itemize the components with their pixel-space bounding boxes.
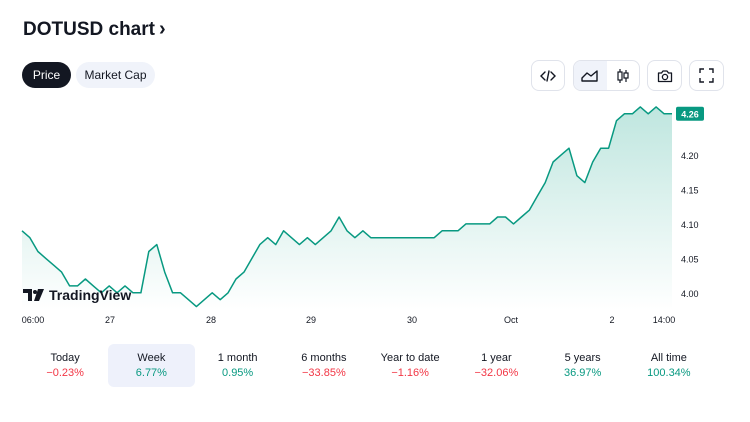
- price-line: [21, 106, 672, 308]
- y-tick-label: 4.15: [681, 186, 699, 196]
- last-price-badge: [676, 106, 704, 121]
- y-tick-label: 4.05: [681, 254, 699, 264]
- y-tick-label: 4.20: [681, 151, 699, 161]
- period-label: 1 month: [217, 352, 258, 364]
- area-style-button[interactable]: [574, 61, 607, 90]
- tradingview-logo-icon: [23, 289, 44, 301]
- x-tick-label: 30: [407, 315, 417, 325]
- period-year-to-date[interactable]: Year to date −1.16%: [367, 344, 453, 387]
- period-label: Week: [137, 352, 166, 364]
- y-tick-label: 4.00: [681, 289, 699, 299]
- period-label: All time: [650, 352, 687, 364]
- fullscreen-button[interactable]: [689, 60, 724, 91]
- period-change: 0.95%: [222, 367, 254, 379]
- fullscreen-icon: [699, 68, 714, 83]
- candlestick-icon: [617, 68, 629, 83]
- period-change: 100.34%: [647, 367, 691, 379]
- chart-style-toggle: [573, 60, 640, 91]
- x-tick-label: 2: [609, 315, 614, 325]
- period-change: 6.77%: [135, 367, 167, 379]
- period-today[interactable]: Today −0.23%: [22, 344, 108, 387]
- code-icon: [540, 69, 556, 82]
- period-6-months[interactable]: 6 months −33.85%: [281, 344, 367, 387]
- area-chart-icon: [581, 69, 598, 82]
- x-tick-label: 29: [306, 315, 316, 325]
- period-week[interactable]: Week 6.77%: [108, 344, 195, 387]
- tab-price[interactable]: Price: [22, 62, 71, 88]
- period-1-year[interactable]: 1 year −32.06%: [453, 344, 539, 387]
- period-change: −33.85%: [302, 367, 346, 379]
- period-5-years[interactable]: 5 years 36.97%: [540, 344, 626, 387]
- chart-title-link[interactable]: DOTUSD chart ›: [23, 18, 166, 41]
- period-change: −0.23%: [46, 367, 84, 379]
- x-tick-label: 27: [105, 315, 115, 325]
- candle-style-button[interactable]: [607, 61, 640, 90]
- period-1-month[interactable]: 1 month 0.95%: [195, 344, 281, 387]
- tab-market-cap[interactable]: Market Cap: [76, 62, 155, 88]
- period-label: 5 years: [564, 352, 601, 364]
- camera-icon: [657, 69, 672, 82]
- y-tick-label: 4.10: [681, 220, 699, 230]
- period-label: 6 months: [301, 352, 347, 364]
- period-change: −32.06%: [474, 367, 519, 379]
- price-chart[interactable]: 4.00 4.05 4.10 4.15 4.20 06:00 27 28 29 30 Oct 2 14…: [0, 95, 750, 330]
- chevron-right-icon: ›: [158, 18, 166, 40]
- period-all-time[interactable]: All time 100.34%: [626, 344, 712, 387]
- period-performance-row: Today −0.23% Week 6.77% 1 month 0.95% 6 …: [22, 344, 712, 387]
- page-title: DOTUSD chart: [23, 18, 155, 40]
- period-label: Today: [50, 352, 80, 364]
- snapshot-button[interactable]: [647, 60, 682, 91]
- watermark-text: TradingView: [49, 287, 132, 303]
- period-label: Year to date: [380, 352, 440, 364]
- x-tick-label: 06:00: [22, 315, 45, 325]
- last-price-label: 4.26: [681, 109, 699, 119]
- price-area-fill: [22, 106, 672, 311]
- x-tick-label: 28: [206, 315, 216, 325]
- period-label: 1 year: [481, 352, 512, 364]
- x-tick-label: 14:00: [653, 315, 676, 325]
- tradingview-watermark: TradingView: [23, 287, 131, 303]
- embed-button[interactable]: [531, 60, 565, 91]
- period-change: −1.16%: [391, 367, 429, 379]
- period-change: 36.97%: [563, 367, 602, 379]
- x-tick-label: Oct: [504, 315, 519, 325]
